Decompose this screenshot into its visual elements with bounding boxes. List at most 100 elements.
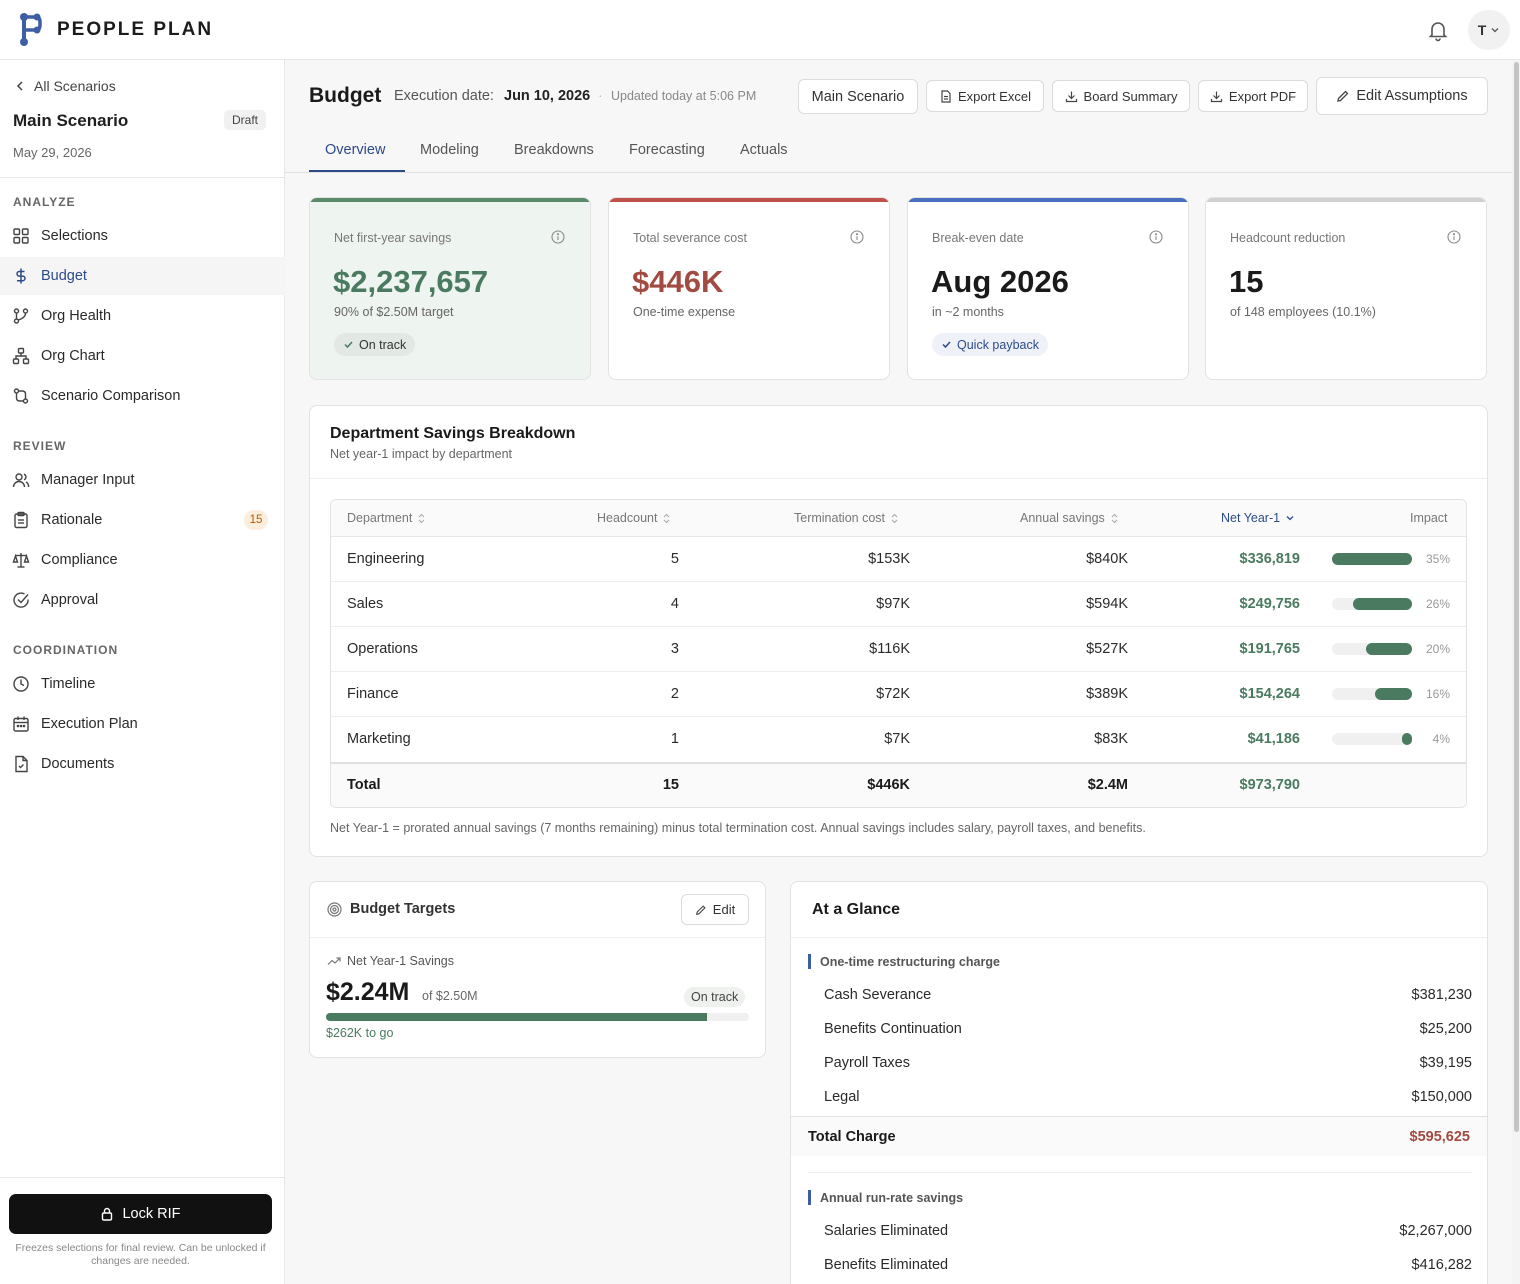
sidebar-item-selections[interactable]: Selections <box>0 217 285 255</box>
cell-net-year-1: $249,756 <box>1239 596 1300 612</box>
check-icon <box>942 341 951 349</box>
list-item: Legal $150,000 <box>824 1089 1472 1105</box>
info-icon[interactable] <box>1149 230 1163 244</box>
board-summary-button[interactable]: Board Summary <box>1052 80 1190 112</box>
sidebar-item-timeline[interactable]: Timeline <box>0 665 285 703</box>
tab-actuals[interactable]: Actuals <box>740 142 788 158</box>
user-avatar[interactable]: T <box>1468 10 1510 50</box>
calendar-icon <box>13 716 29 732</box>
cell-net-year-1: $336,819 <box>1239 551 1300 567</box>
hierarchy-icon <box>12 347 30 365</box>
impact-percent: 26% <box>1425 597 1450 611</box>
kpi-accent-bar <box>310 198 590 202</box>
amount-to-go: $262K to go <box>326 1026 394 1040</box>
notification-bell-icon[interactable] <box>1426 18 1450 42</box>
column-header-headcount[interactable]: Headcount <box>597 511 671 525</box>
divider <box>791 937 1487 938</box>
table-row[interactable]: Operations 3 $116K $527K $191,765 20% <box>331 627 1466 672</box>
board-summary-label: Board Summary <box>1083 88 1178 104</box>
sidebar-item-approval[interactable]: Approval <box>0 581 285 619</box>
impact-bar-track <box>1332 688 1412 700</box>
sidebar-item-manager-input[interactable]: Manager Input <box>0 461 285 499</box>
pencil-icon <box>1337 90 1349 102</box>
edit-targets-button[interactable]: Edit <box>681 894 749 925</box>
check-icon <box>344 341 353 349</box>
column-header-termination-cost[interactable]: Termination cost <box>794 511 899 525</box>
kpi-subtext: of 148 employees (10.1%) <box>1230 305 1376 319</box>
table-row[interactable]: Finance 2 $72K $389K $154,264 16% <box>331 672 1466 717</box>
table-row[interactable]: Engineering 5 $153K $840K $336,819 35% <box>331 537 1466 582</box>
sidebar-item-budget[interactable]: Budget <box>0 257 285 295</box>
section-title-coordination: COORDINATION <box>13 643 119 657</box>
edit-label: Edit <box>712 902 736 917</box>
total-termination-cost: $446K <box>867 777 910 793</box>
trending-up-icon <box>327 957 341 965</box>
column-header-net-year-1[interactable]: Net Year-1 <box>1221 511 1295 525</box>
department-breakdown-card: Department Savings Breakdown Net year-1 … <box>309 405 1488 857</box>
sidebar-item-org-chart[interactable]: Org Chart <box>0 337 285 375</box>
scrollbar-thumb[interactable] <box>1514 62 1519 1132</box>
sidebar: All Scenarios Main Scenario Draft May 29… <box>0 60 285 1284</box>
column-header-annual-savings[interactable]: Annual savings <box>1020 511 1119 525</box>
sidebar-item-execution-plan[interactable]: Execution Plan <box>0 705 285 743</box>
card-title: Department Savings Breakdown <box>330 425 576 442</box>
card-subtitle: Net year-1 impact by department <box>330 447 513 461</box>
kpi-subtext: 90% of $2.50M target <box>334 305 454 319</box>
tab-overview[interactable]: Overview <box>325 142 386 158</box>
status-pill: On track <box>334 333 416 356</box>
column-header-department[interactable]: Department <box>347 511 426 525</box>
kpi-label: Break-even date <box>932 231 1024 245</box>
edit-assumptions-button[interactable]: Edit Assumptions <box>1316 77 1488 115</box>
table-row[interactable]: Sales 4 $97K $594K $249,756 26% <box>331 582 1466 627</box>
export-pdf-button[interactable]: Export PDF <box>1198 80 1308 112</box>
tab-forecasting[interactable]: Forecasting <box>629 142 705 158</box>
item-value: $150,000 <box>1411 1089 1472 1105</box>
cell-termination-cost: $97K <box>876 596 910 612</box>
cell-headcount: 5 <box>670 551 679 567</box>
download-icon <box>1210 91 1223 102</box>
section-heading-run-rate: Annual run-rate savings <box>808 1190 963 1205</box>
cell-department: Engineering <box>347 551 425 567</box>
cell-net-year-1: $154,264 <box>1239 686 1300 702</box>
sidebar-item-scenario-comparison[interactable]: Scenario Comparison <box>0 377 285 415</box>
sidebar-item-documents[interactable]: Documents <box>0 745 285 783</box>
tab-breakdowns[interactable]: Breakdowns <box>514 142 594 158</box>
impact-bar-fill <box>1352 598 1412 610</box>
kpi-value: $2,237,657 <box>333 264 489 299</box>
sidebar-item-compliance[interactable]: Compliance <box>0 541 285 579</box>
people-plan-logo-icon[interactable] <box>18 12 44 46</box>
impact-bar-fill <box>1366 643 1412 655</box>
cell-annual-savings: $594K <box>1086 596 1128 612</box>
tab-modeling[interactable]: Modeling <box>420 142 479 158</box>
item-label: Benefits Eliminated <box>824 1257 949 1273</box>
lock-note: Freezes selections for final review. Can… <box>15 1242 266 1267</box>
document-icon <box>15 755 28 773</box>
clock-icon <box>13 676 29 692</box>
sidebar-item-rationale[interactable]: Rationale 15 <box>0 501 285 539</box>
info-icon[interactable] <box>551 230 565 244</box>
divider <box>0 177 285 178</box>
back-to-all-scenarios-link[interactable]: All Scenarios <box>14 78 116 94</box>
impact-percent: 20% <box>1425 642 1450 656</box>
cell-termination-cost: $72K <box>876 686 910 702</box>
list-item: Salaries Eliminated $2,267,000 <box>824 1223 1472 1239</box>
users-icon <box>12 473 30 488</box>
sidebar-item-org-health[interactable]: Org Health <box>0 297 285 335</box>
clipboard-icon <box>14 511 28 529</box>
sidebar-item-label: Org Health <box>41 308 112 324</box>
info-icon[interactable] <box>850 230 864 244</box>
sidebar-item-label: Approval <box>41 592 99 608</box>
tabs-divider <box>285 172 1512 173</box>
sidebar-item-label: Documents <box>41 756 115 772</box>
info-icon[interactable] <box>1447 230 1461 244</box>
at-a-glance-card: At a Glance One-time restructuring charg… <box>790 881 1488 1284</box>
grid-icon <box>13 228 29 244</box>
target-metric-label: Net Year-1 Savings <box>347 954 455 968</box>
lock-rif-button[interactable]: Lock RIF <box>9 1194 272 1234</box>
cell-department: Marketing <box>347 731 411 747</box>
table-row[interactable]: Marketing 1 $7K $83K $41,186 4% <box>331 717 1466 762</box>
scenario-select-button[interactable]: Main Scenario <box>798 79 918 114</box>
section-accent <box>808 1190 811 1205</box>
export-excel-button[interactable]: Export Excel <box>926 80 1044 112</box>
cell-annual-savings: $840K <box>1086 551 1128 567</box>
